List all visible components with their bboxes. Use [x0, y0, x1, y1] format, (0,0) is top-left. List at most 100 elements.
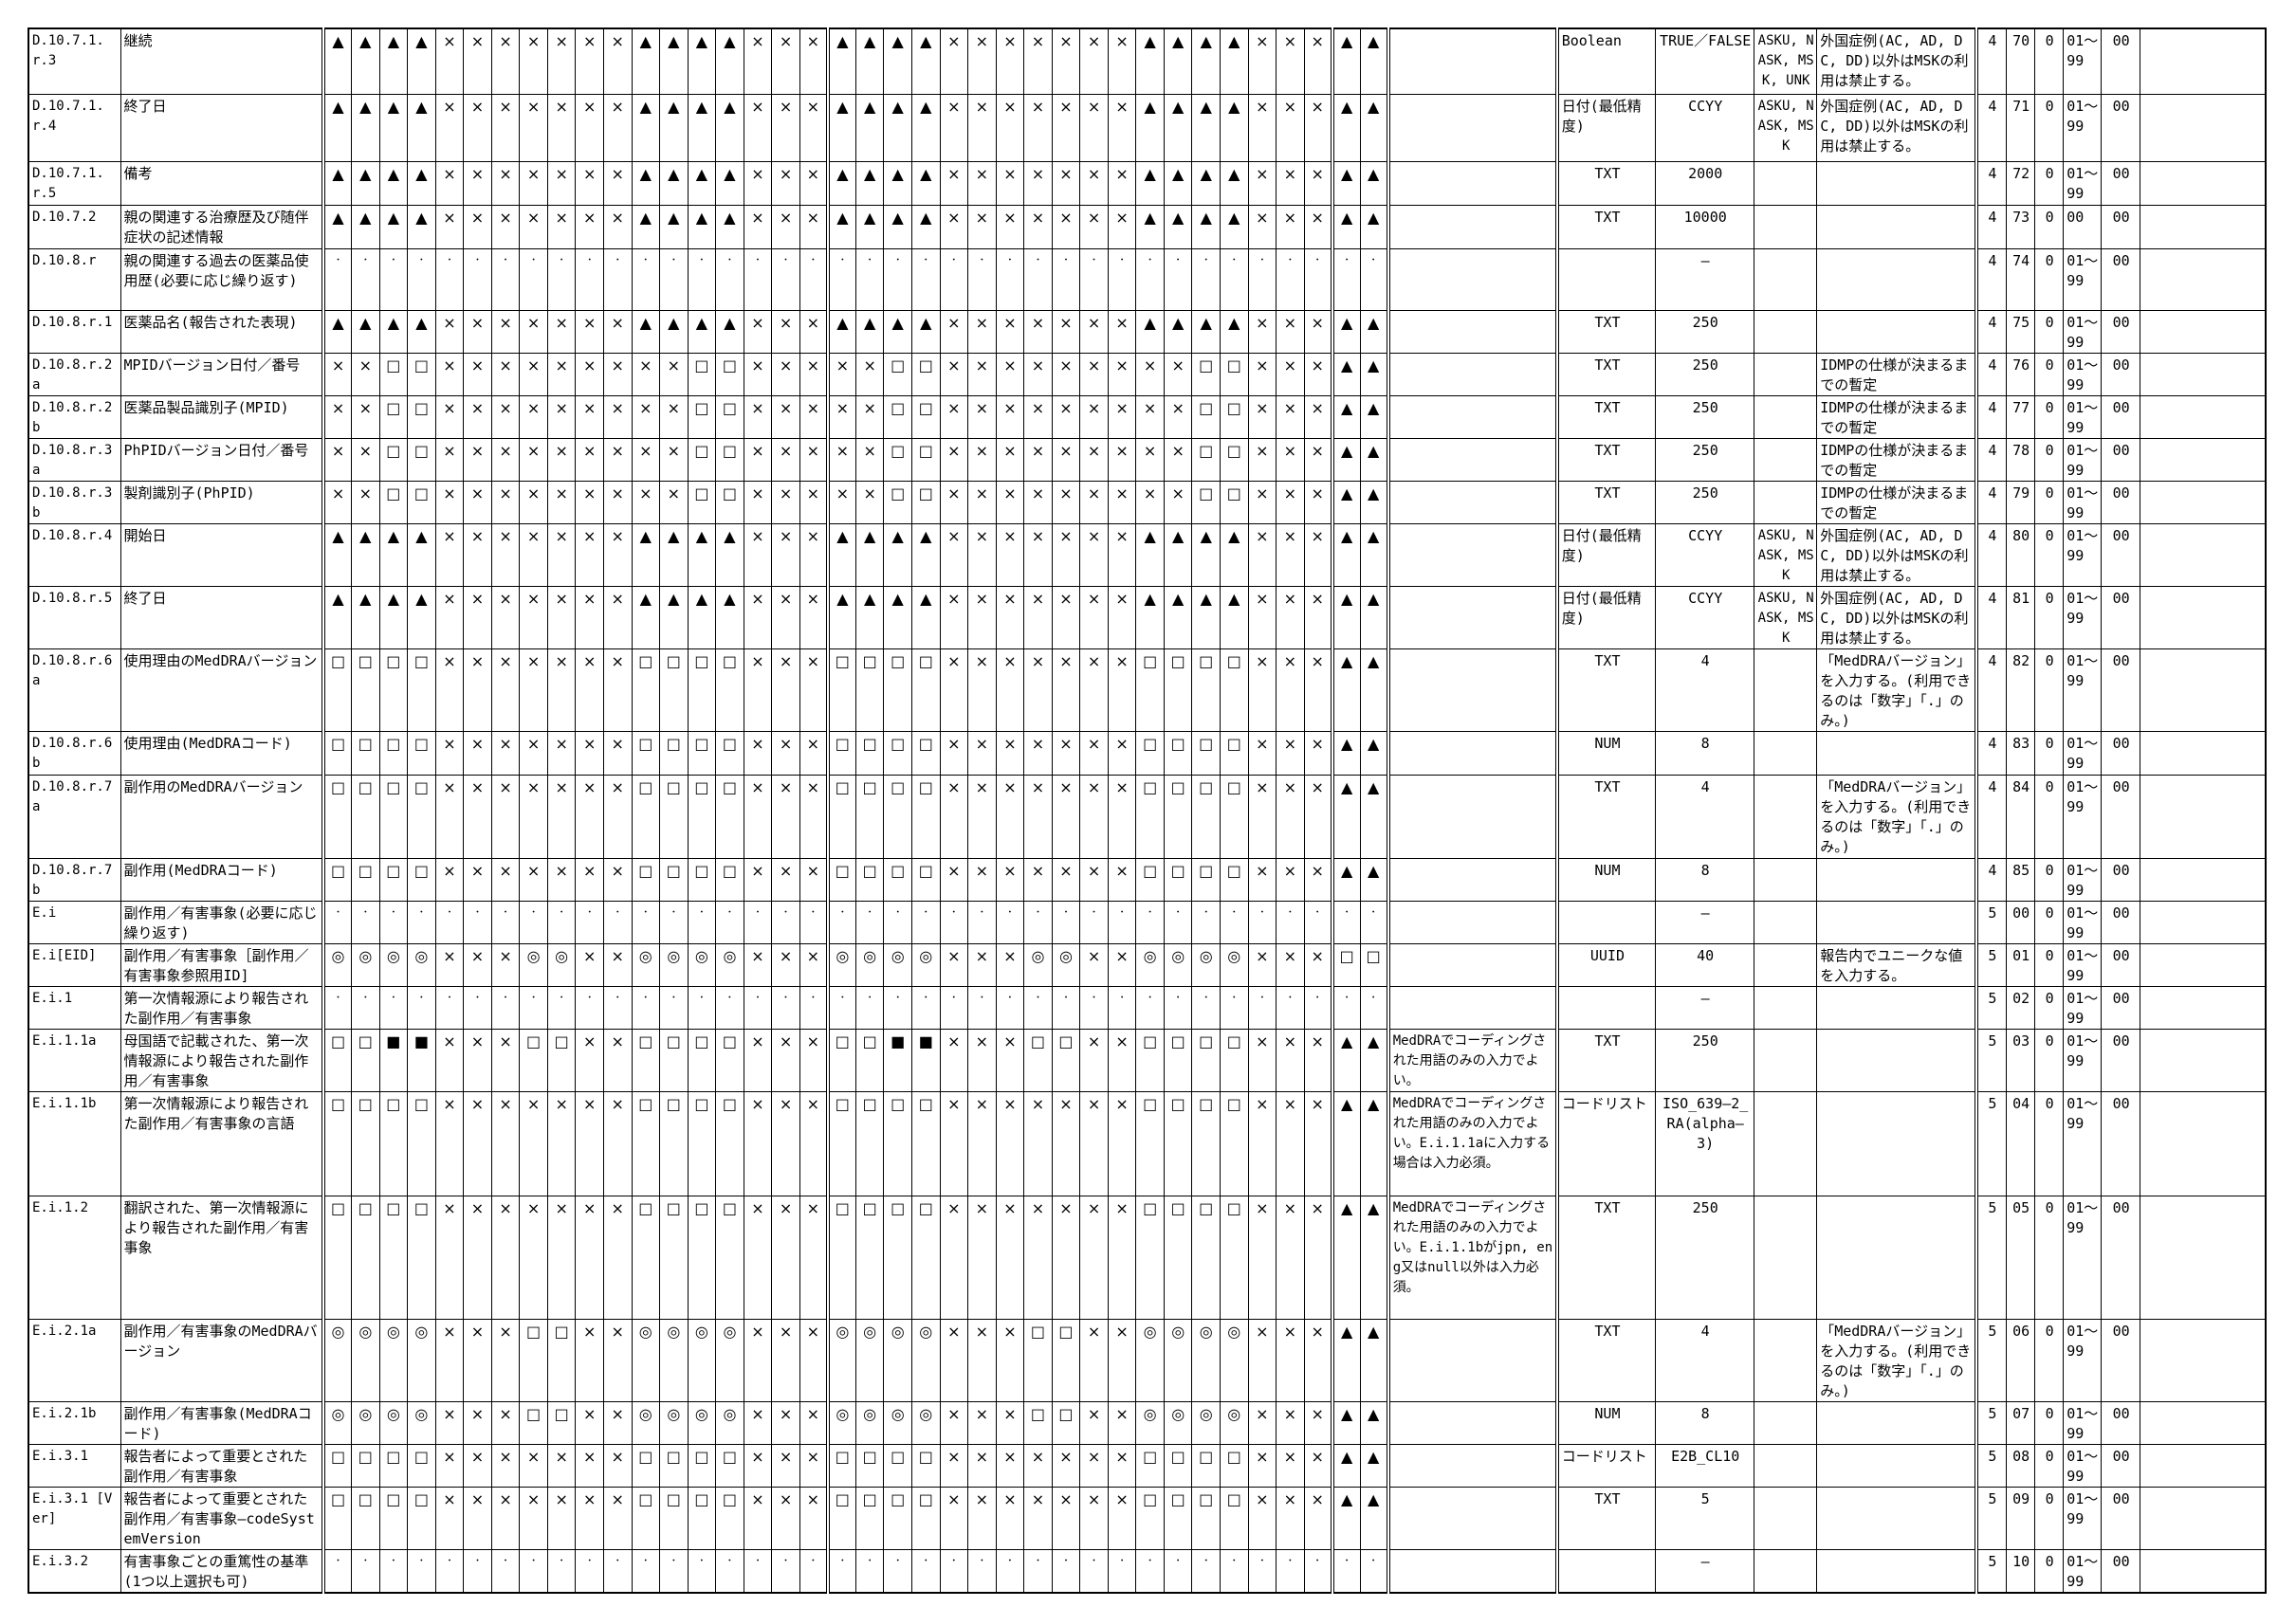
triangle-filled-icon: ▲ — [1163, 522, 1193, 587]
cross-icon: × — [1051, 774, 1081, 859]
item-id: D.10.7.2 — [28, 204, 121, 249]
square-outline-icon: □ — [910, 648, 941, 732]
item-id: D.10.8.r.7b — [28, 857, 121, 902]
square-outline-icon: □ — [1220, 857, 1249, 902]
empty-cell — [2140, 985, 2267, 1030]
cross-icon: × — [1303, 437, 1333, 482]
cross-icon: × — [1303, 857, 1333, 902]
double-circle-icon: ◎ — [519, 942, 548, 987]
triangle-filled-icon: ▲ — [910, 522, 941, 587]
table-row: E.i.1 第一次情報源により報告された副作用／有害事象・・・・・・・・・・・・・… — [28, 985, 2267, 1030]
square-outline-icon: □ — [825, 648, 856, 732]
dot-icon: ・ — [939, 985, 969, 1030]
double-circle-icon: ◎ — [351, 1318, 380, 1402]
dot-icon: ・ — [546, 247, 577, 311]
code-col-5: 00 — [2101, 585, 2141, 649]
dot-icon: ・ — [883, 247, 912, 311]
code-col-4: 01～99 — [2063, 1486, 2103, 1550]
cross-icon: × — [602, 309, 633, 354]
square-outline-icon: □ — [546, 1318, 577, 1402]
length-cell: 250 — [1655, 1195, 1755, 1320]
triangle-filled-icon: ▲ — [351, 160, 380, 206]
square-outline-icon: □ — [1191, 648, 1221, 732]
data-type-cell: コードリスト — [1554, 1090, 1657, 1196]
length-cell: 8 — [1655, 857, 1755, 902]
dot-icon: ・ — [1107, 985, 1137, 1030]
remarks-cell — [1386, 1318, 1558, 1402]
triangle-filled-icon: ▲ — [1330, 352, 1361, 396]
cross-icon: × — [995, 730, 1025, 776]
table-row: E.i.1.1a 母国語で記載された、第一次情報源により報告された副作用／有害事象… — [28, 1028, 2267, 1092]
cross-icon: × — [743, 1400, 773, 1445]
cross-icon: × — [463, 480, 492, 524]
cross-icon: × — [799, 204, 829, 249]
cross-icon: × — [1107, 93, 1137, 162]
code-col-5: 00 — [2101, 27, 2141, 95]
cross-icon: × — [1023, 352, 1053, 396]
cross-icon: × — [1079, 93, 1109, 162]
item-id: D.10.8.r.5 — [28, 585, 121, 649]
cross-icon: × — [490, 1195, 521, 1320]
cross-icon: × — [434, 942, 465, 987]
item-id: D.10.8.r.1 — [28, 309, 121, 354]
square-outline-icon: □ — [378, 774, 409, 859]
square-outline-icon: □ — [687, 352, 717, 396]
triangle-filled-icon: ▲ — [1220, 585, 1249, 649]
triangle-filled-icon: ▲ — [321, 27, 353, 95]
square-outline-icon: □ — [1191, 1090, 1221, 1196]
square-outline-icon: □ — [715, 857, 744, 902]
cross-icon: × — [519, 160, 548, 206]
dot-icon: ・ — [1051, 247, 1081, 311]
item-name: 報告者によって重要とされた副作用／有害事象 — [119, 1443, 324, 1488]
triangle-filled-icon: ▲ — [1359, 480, 1389, 524]
dot-icon: ・ — [1330, 900, 1361, 944]
cross-icon: × — [1023, 309, 1053, 354]
cross-icon: × — [602, 352, 633, 396]
square-outline-icon: □ — [1051, 1028, 1081, 1092]
code-col-1: 5 — [1974, 1548, 2008, 1593]
cross-icon: × — [799, 1090, 829, 1196]
table-row: D.10.8.r.3b 製剤識別子(PhPID) × × □ □ × × × × × × × × × □ □ × ×… — [28, 480, 2267, 524]
square-outline-icon: □ — [407, 352, 436, 396]
double-circle-icon: ◎ — [1163, 1400, 1193, 1445]
code-col-2: 09 — [2006, 1486, 2036, 1550]
dot-icon: ・ — [575, 247, 604, 311]
triangle-filled-icon: ▲ — [910, 93, 941, 162]
code-col-2: 10 — [2006, 1548, 2036, 1593]
cross-icon: × — [602, 774, 633, 859]
notes-cell — [1816, 1028, 1977, 1092]
dot-icon: ・ — [743, 900, 773, 944]
cross-icon: × — [351, 352, 380, 396]
code-col-3: 0 — [2034, 480, 2065, 524]
square-outline-icon: □ — [378, 394, 409, 439]
double-circle-icon: ◎ — [715, 1318, 744, 1402]
square-outline-icon: □ — [351, 1443, 380, 1488]
cross-icon: × — [602, 942, 633, 987]
cross-icon: × — [825, 480, 856, 524]
square-outline-icon: □ — [407, 480, 436, 524]
dot-icon: ・ — [1191, 985, 1221, 1030]
dot-icon: ・ — [378, 1548, 409, 1593]
code-col-3: 0 — [2034, 1028, 2065, 1092]
cross-icon: × — [995, 942, 1025, 987]
cross-icon: × — [771, 1486, 800, 1550]
data-type-cell: TXT — [1554, 1318, 1657, 1402]
empty-cell — [2140, 480, 2267, 524]
dot-icon: ・ — [490, 1548, 521, 1593]
triangle-filled-icon: ▲ — [1359, 1443, 1389, 1488]
cross-icon: × — [1276, 160, 1305, 206]
item-id: E.i[EID] — [28, 942, 121, 987]
square-outline-icon: □ — [715, 774, 744, 859]
code-col-5: 00 — [2101, 1400, 2141, 1445]
square-outline-icon: □ — [659, 730, 689, 776]
code-col-1: 5 — [1974, 1090, 2008, 1196]
length-cell: — — [1655, 247, 1755, 311]
cross-icon: × — [490, 480, 521, 524]
code-col-1: 4 — [1974, 160, 2008, 206]
cross-icon: × — [490, 774, 521, 859]
null-flavor-cell — [1754, 247, 1818, 311]
cross-icon: × — [799, 160, 829, 206]
dot-icon: ・ — [687, 985, 717, 1030]
empty-cell — [2140, 942, 2267, 987]
cross-icon: × — [1303, 1090, 1333, 1196]
